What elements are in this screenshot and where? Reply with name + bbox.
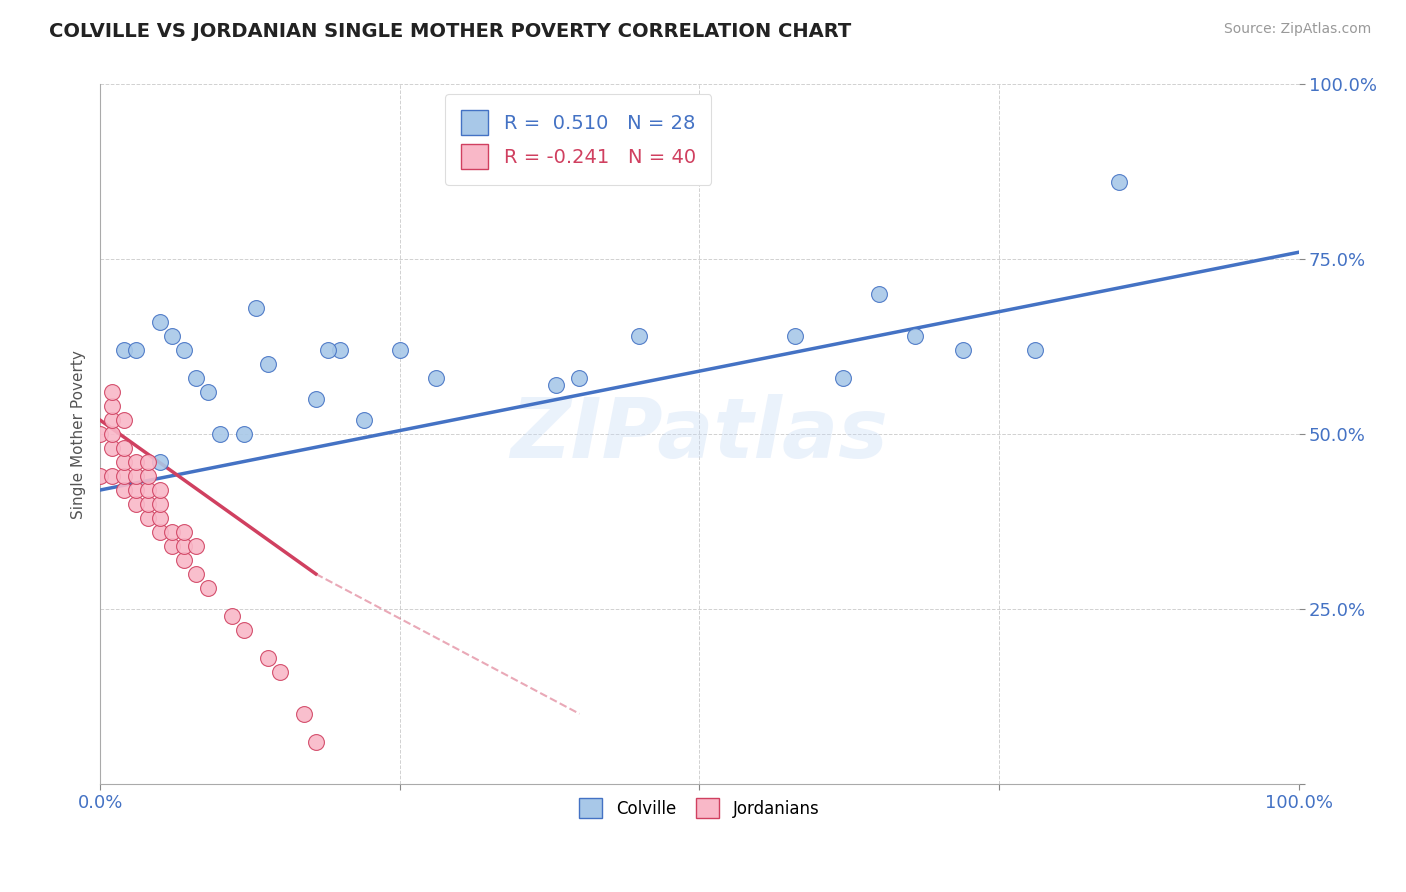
Point	[952, 343, 974, 358]
Point	[125, 469, 148, 483]
Point	[160, 524, 183, 539]
Point	[173, 539, 195, 553]
Point	[208, 427, 231, 442]
Point	[136, 483, 159, 497]
Point	[112, 413, 135, 427]
Point	[329, 343, 352, 358]
Point	[197, 385, 219, 400]
Point	[149, 524, 172, 539]
Point	[257, 651, 280, 665]
Point	[544, 378, 567, 392]
Point	[785, 329, 807, 343]
Point	[136, 455, 159, 469]
Point	[305, 392, 328, 406]
Point	[125, 455, 148, 469]
Point	[232, 427, 254, 442]
Text: ZIPatlas: ZIPatlas	[510, 393, 889, 475]
Text: COLVILLE VS JORDANIAN SINGLE MOTHER POVERTY CORRELATION CHART: COLVILLE VS JORDANIAN SINGLE MOTHER POVE…	[49, 22, 852, 41]
Point	[149, 497, 172, 511]
Point	[292, 706, 315, 721]
Point	[568, 371, 591, 385]
Point	[184, 566, 207, 581]
Point	[832, 371, 855, 385]
Point	[868, 287, 890, 301]
Point	[136, 511, 159, 525]
Point	[388, 343, 411, 358]
Point	[425, 371, 447, 385]
Point	[197, 581, 219, 595]
Point	[305, 735, 328, 749]
Point	[149, 455, 172, 469]
Point	[101, 441, 124, 455]
Point	[353, 413, 375, 427]
Point	[101, 385, 124, 400]
Point	[173, 553, 195, 567]
Point	[173, 343, 195, 358]
Point	[232, 623, 254, 637]
Point	[125, 483, 148, 497]
Point	[221, 608, 243, 623]
Point	[173, 524, 195, 539]
Point	[136, 469, 159, 483]
Point	[257, 357, 280, 371]
Point	[160, 329, 183, 343]
Point	[149, 315, 172, 329]
Point	[184, 371, 207, 385]
Point	[160, 539, 183, 553]
Point	[112, 441, 135, 455]
Point	[112, 469, 135, 483]
Point	[112, 455, 135, 469]
Point	[101, 399, 124, 413]
Point	[125, 343, 148, 358]
Y-axis label: Single Mother Poverty: Single Mother Poverty	[72, 350, 86, 518]
Point	[1108, 175, 1130, 189]
Point	[628, 329, 651, 343]
Point	[89, 469, 111, 483]
Point	[149, 511, 172, 525]
Point	[125, 497, 148, 511]
Point	[112, 343, 135, 358]
Point	[136, 497, 159, 511]
Text: Source: ZipAtlas.com: Source: ZipAtlas.com	[1223, 22, 1371, 37]
Point	[245, 301, 267, 316]
Point	[1024, 343, 1046, 358]
Point	[149, 483, 172, 497]
Point	[184, 539, 207, 553]
Point	[89, 427, 111, 442]
Point	[101, 469, 124, 483]
Point	[101, 427, 124, 442]
Point	[101, 413, 124, 427]
Point	[904, 329, 927, 343]
Point	[112, 483, 135, 497]
Point	[316, 343, 339, 358]
Legend: Colville, Jordanians: Colville, Jordanians	[572, 792, 827, 824]
Point	[269, 665, 291, 679]
